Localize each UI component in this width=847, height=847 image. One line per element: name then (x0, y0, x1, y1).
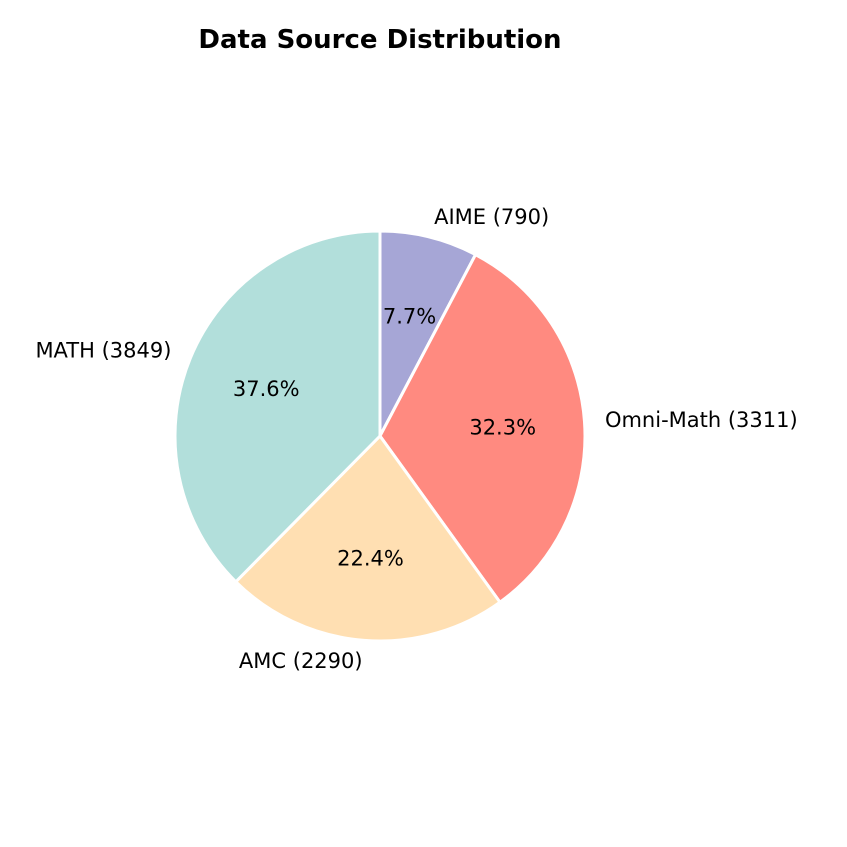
pie-slice-omni-math (378, 253, 587, 604)
chart-title: Data Source Distribution (198, 25, 561, 55)
pie-percent-label: 22.4% (337, 547, 404, 571)
pie-slices (173, 229, 587, 643)
pie-slice-amc (234, 434, 502, 643)
pie-percent-label: 7.7% (383, 305, 436, 329)
pie-category-label: AIME (790) (434, 205, 549, 229)
pie-percent-label: 32.3% (469, 415, 536, 439)
pie-category-label: MATH (3849) (35, 338, 171, 362)
pie-slice-math (173, 229, 382, 584)
pie-percent-label: 37.6% (233, 377, 300, 401)
pie-category-label: AMC (2290) (239, 649, 363, 673)
pie-labels: 7.7% AIME (790) 32.3% Omni-Math (3311) 22.4%… (35, 205, 797, 673)
pie-category-label: Omni-Math (3311) (605, 408, 798, 432)
pie-slice-aime (378, 229, 478, 438)
